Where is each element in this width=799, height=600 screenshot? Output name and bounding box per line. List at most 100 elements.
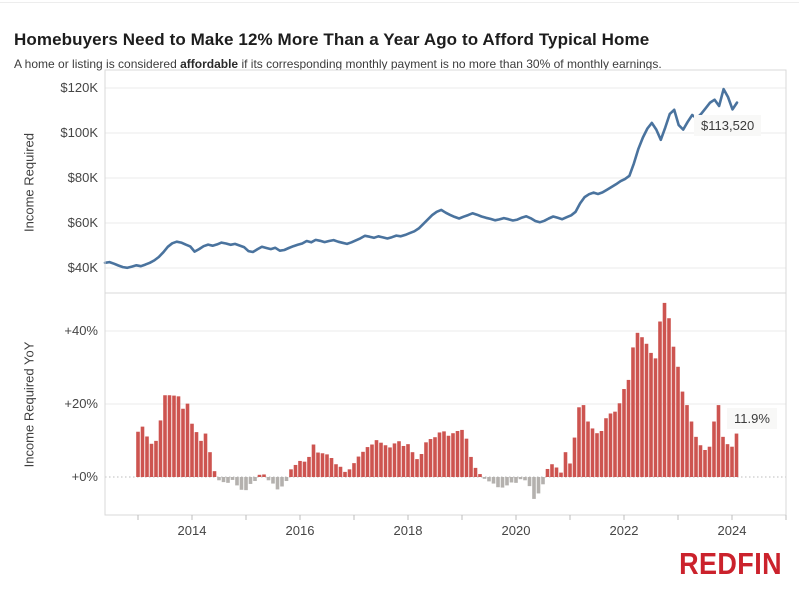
yoy-bar bbox=[365, 447, 370, 477]
yoy-bar bbox=[253, 477, 257, 482]
income-y-tick-label: $80K bbox=[67, 170, 98, 185]
yoy-bar bbox=[244, 477, 248, 491]
yoy-bar bbox=[505, 477, 509, 486]
income-y-tick-label: $120K bbox=[60, 80, 98, 95]
yoy-bar bbox=[563, 452, 568, 477]
yoy-bar bbox=[500, 477, 505, 488]
yoy-bar bbox=[680, 391, 685, 477]
page-subtitle: A home or listing is considered affordab… bbox=[14, 57, 794, 71]
yoy-bar bbox=[217, 477, 221, 481]
yoy-bar bbox=[325, 454, 329, 477]
yoy-bar bbox=[136, 431, 140, 477]
yoy-bar bbox=[545, 468, 550, 477]
page-title: Homebuyers Need to Make 12% More Than a … bbox=[14, 30, 650, 50]
yoy-bar bbox=[635, 332, 640, 477]
yoy-bar bbox=[262, 474, 266, 477]
subtitle-text: A home or listing is considered bbox=[14, 57, 181, 71]
yoy-bar bbox=[248, 477, 253, 484]
yoy-bar bbox=[577, 407, 581, 477]
x-axis-year-label: 2014 bbox=[177, 523, 207, 538]
yoy-bar bbox=[419, 454, 424, 477]
yoy-bar bbox=[212, 471, 217, 477]
yoy-bar bbox=[320, 453, 325, 477]
yoy-bar bbox=[568, 463, 572, 477]
yoy-bar bbox=[298, 460, 302, 477]
yoy-bar bbox=[509, 477, 514, 483]
yoy-bar bbox=[658, 321, 662, 477]
yoy-bar bbox=[203, 433, 208, 477]
yoy-bar bbox=[469, 456, 473, 477]
yoy-bar bbox=[527, 477, 532, 487]
yoy-bar bbox=[599, 431, 604, 477]
yoy-bar bbox=[703, 449, 707, 477]
yoy-bar bbox=[491, 477, 496, 484]
yoy-bar bbox=[167, 395, 172, 477]
yoy-bar bbox=[514, 477, 518, 483]
yoy-bar bbox=[172, 395, 176, 477]
yoy-bar bbox=[316, 452, 320, 477]
yoy-bar bbox=[239, 477, 244, 490]
yoy-bar bbox=[464, 438, 469, 477]
yoy-bar bbox=[622, 389, 626, 477]
yoy-bar bbox=[352, 463, 356, 477]
yoy-bar bbox=[640, 337, 644, 477]
yoy-bar bbox=[572, 437, 577, 477]
yoy-y-tick-label: +0% bbox=[71, 469, 98, 484]
yoy-bar bbox=[554, 467, 559, 477]
yoy-bar bbox=[311, 444, 316, 477]
yoy-bar bbox=[208, 452, 212, 477]
yoy-bar bbox=[356, 456, 361, 477]
yoy-bar bbox=[307, 456, 311, 477]
yoy-bar bbox=[235, 477, 239, 486]
yoy-bar bbox=[442, 431, 446, 477]
yoy-bar bbox=[685, 405, 689, 477]
yoy-bar bbox=[424, 442, 428, 477]
yoy-bar bbox=[644, 343, 649, 477]
yoy-bar bbox=[550, 464, 554, 477]
yoy-bar bbox=[455, 431, 460, 477]
yoy-bar bbox=[302, 461, 307, 477]
yoy-bar bbox=[406, 444, 410, 477]
yoy-y-tick-label: +40% bbox=[64, 323, 98, 338]
income-y-tick-label: $100K bbox=[60, 125, 98, 140]
yoy-bar bbox=[586, 421, 590, 477]
yoy-bar bbox=[608, 413, 613, 477]
yoy-bar bbox=[293, 464, 298, 477]
yoy-bar bbox=[725, 444, 730, 477]
yoy-bar bbox=[163, 395, 167, 477]
yoy-bar bbox=[482, 477, 487, 479]
yoy-bar bbox=[185, 403, 190, 477]
yoy-bar bbox=[338, 466, 343, 477]
x-axis-year-label: 2018 bbox=[393, 523, 423, 538]
top-divider bbox=[0, 2, 799, 3]
income-y-tick-label: $40K bbox=[67, 260, 98, 275]
x-axis-year-label: 2022 bbox=[609, 523, 639, 538]
yoy-bar bbox=[194, 432, 199, 477]
yoy-bar bbox=[226, 477, 230, 483]
subtitle-text-tail: if its corresponding monthly payment is … bbox=[238, 57, 662, 71]
yoy-bar bbox=[181, 408, 185, 477]
yoy-bar bbox=[334, 464, 338, 477]
yoy-bar bbox=[707, 446, 712, 477]
yoy-bar bbox=[410, 452, 415, 477]
yoy-bar bbox=[280, 477, 284, 487]
yoy-bar bbox=[374, 440, 379, 477]
yoy-bar bbox=[257, 474, 262, 477]
yoy-bar bbox=[397, 441, 401, 477]
subtitle-affordable-term: affordable bbox=[180, 57, 239, 71]
yoy-y-tick-label: +20% bbox=[64, 396, 98, 411]
yoy-bar bbox=[145, 436, 149, 477]
yoy-bar bbox=[176, 396, 181, 477]
yoy-bar bbox=[370, 444, 374, 477]
yoy-bar bbox=[613, 411, 617, 477]
yoy-bar bbox=[473, 467, 478, 477]
yoy-bar bbox=[590, 428, 595, 477]
yoy-latest-value-annotation: 11.9% bbox=[727, 408, 777, 429]
yoy-bar bbox=[446, 435, 451, 477]
yoy-bar bbox=[721, 436, 725, 477]
yoy-bar bbox=[140, 426, 145, 477]
yoy-bar bbox=[730, 446, 734, 477]
yoy-bar bbox=[451, 433, 455, 477]
yoy-bar bbox=[329, 458, 334, 477]
